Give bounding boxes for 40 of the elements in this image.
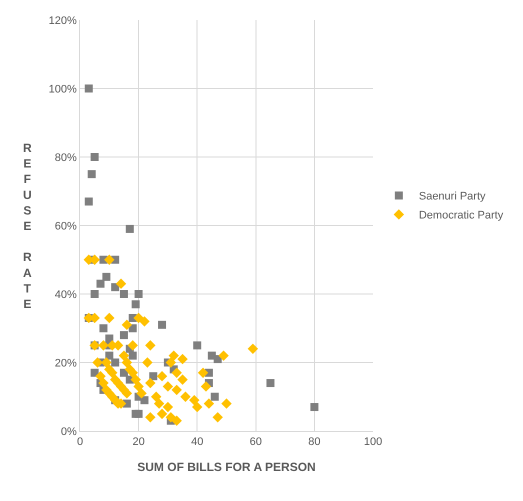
x-tick-label: 20 — [132, 436, 145, 448]
point — [111, 358, 120, 366]
point — [90, 153, 99, 161]
point — [88, 170, 96, 178]
point — [84, 84, 93, 92]
point — [120, 331, 128, 340]
y-tick-label: 80% — [54, 152, 78, 164]
point — [102, 272, 110, 281]
point — [120, 290, 128, 298]
point — [310, 403, 318, 412]
x-tick-label: 40 — [191, 436, 204, 448]
point — [140, 396, 148, 404]
point — [90, 290, 99, 298]
legend-label: Saenuri Party — [418, 190, 486, 203]
point — [132, 300, 140, 308]
y-tick-label: 20% — [54, 357, 78, 370]
text: REFUSE RATE — [23, 141, 32, 311]
y-tick-label: 40% — [54, 288, 78, 301]
point — [96, 280, 105, 288]
y-tick-label: 100% — [48, 83, 78, 96]
x-tick-label: 80 — [308, 436, 321, 448]
y-tick-label: 120% — [48, 14, 78, 27]
x-tick-label: 0 — [76, 436, 84, 448]
x-tick-label: 60 — [250, 436, 262, 448]
point — [193, 341, 202, 350]
x-axis-title: SUM OF BILLS FOR A PERSON — [137, 460, 316, 474]
point — [158, 320, 166, 329]
point — [149, 372, 158, 380]
point — [126, 224, 134, 233]
x-tick-label: 100 — [364, 436, 382, 448]
point — [99, 324, 108, 332]
point — [210, 392, 219, 401]
point — [132, 410, 140, 418]
point — [134, 290, 143, 298]
y-tick-label: 60% — [54, 220, 78, 232]
y-tick-label: 0% — [60, 426, 78, 438]
point — [84, 198, 93, 206]
legend-label: Democratic Party — [418, 210, 504, 222]
point — [266, 379, 274, 388]
point — [128, 352, 137, 360]
